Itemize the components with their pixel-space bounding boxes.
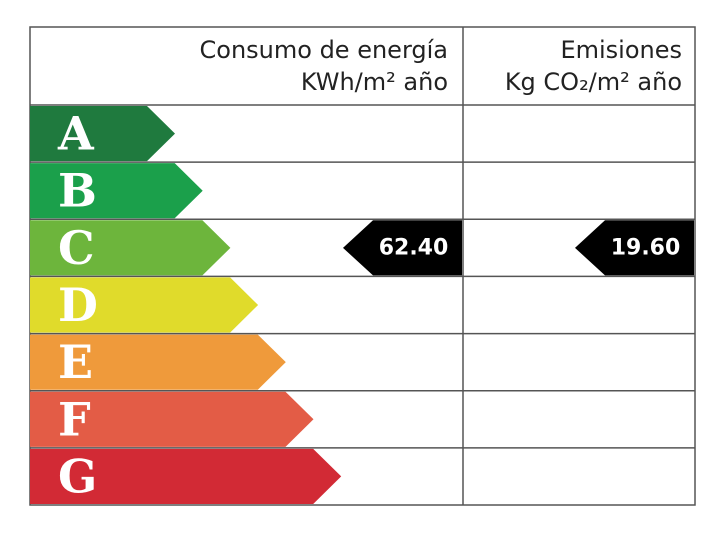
class-arrow — [30, 334, 286, 390]
class-arrow — [30, 220, 231, 276]
energy-indicator — [343, 220, 462, 276]
class-letter: E — [58, 335, 93, 389]
class-arrow — [30, 448, 342, 504]
emissions-indicator — [575, 220, 694, 276]
emissions-value: 19.60 — [611, 235, 681, 260]
class-letter: G — [58, 449, 97, 503]
class-arrow — [30, 277, 259, 333]
class-letter: F — [58, 392, 91, 446]
class-letter: D — [58, 278, 98, 332]
class-letter: B — [58, 164, 97, 218]
emissions-header: Emisiones — [560, 36, 682, 64]
energy-value: 62.40 — [379, 235, 449, 260]
emissions-unit: Kg CO₂/m² año — [505, 68, 682, 96]
energy-unit: KWh/m² año — [301, 68, 448, 96]
energy-header: Consumo de energía — [200, 36, 448, 64]
class-letter: A — [57, 107, 95, 161]
class-arrow — [30, 391, 314, 447]
class-arrow — [30, 106, 175, 162]
class-arrow — [30, 163, 203, 219]
class-letter: C — [58, 221, 95, 275]
